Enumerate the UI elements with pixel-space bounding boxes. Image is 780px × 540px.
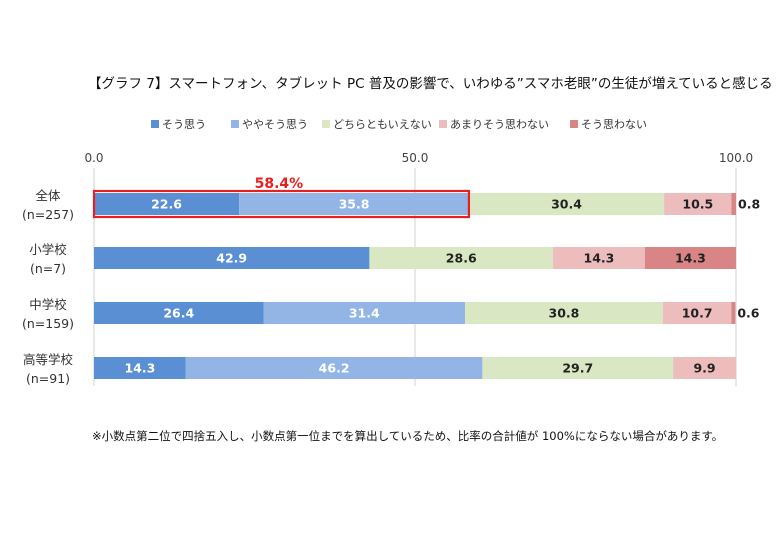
bar-value-label: 22.6 xyxy=(151,197,182,212)
category-labels: 全体 (n=257) 小学校 (n=7) 中学校 (n=159) 高等学校 (n=91) xyxy=(22,188,74,386)
bar-value-label: 0.6 xyxy=(737,306,759,321)
bar-value-label: 14.3 xyxy=(675,251,706,266)
bar-value-label: 10.7 xyxy=(682,306,713,321)
bar-value-label: 46.2 xyxy=(319,361,350,376)
x-tick-label: 0.0 xyxy=(84,151,103,165)
bars xyxy=(94,193,736,379)
x-tick-label: 50.0 xyxy=(402,151,429,165)
bar-value-label: 29.7 xyxy=(562,361,593,376)
bar-value-label: 28.6 xyxy=(446,251,477,266)
legend-swatch xyxy=(322,120,330,128)
bar-value-label: 14.3 xyxy=(124,361,155,376)
legend-swatch xyxy=(570,120,578,128)
bar-segment xyxy=(94,302,264,324)
category-n-label: (n=7) xyxy=(30,261,66,276)
bar-segment xyxy=(731,302,736,324)
category-n-label: (n=91) xyxy=(26,371,70,386)
category-label: 高等学校 xyxy=(23,352,74,367)
bar-segment xyxy=(94,357,186,379)
bar-segment xyxy=(185,357,483,379)
footnote: ※小数点第二位で四捨五入し、小数点第一位までを算出しているため、比率の合計値が … xyxy=(92,429,724,443)
bar-segment xyxy=(662,302,732,324)
bar-value-label: 31.4 xyxy=(349,306,380,321)
bar-segment xyxy=(239,193,469,215)
bar-segment xyxy=(664,193,732,215)
bar-segment xyxy=(465,302,663,324)
legend-label: ややそう思う xyxy=(242,118,308,131)
bar-value-label: 10.5 xyxy=(682,197,713,212)
legend-label: そう思わない xyxy=(581,118,647,131)
highlight-label: 58.4% xyxy=(255,176,304,192)
category-n-label: (n=159) xyxy=(22,316,74,331)
legend-swatch xyxy=(231,120,239,128)
bar-segment xyxy=(482,357,674,379)
bar-value-label: 14.3 xyxy=(584,251,615,266)
bar-segment xyxy=(263,302,466,324)
legend-swatch xyxy=(151,120,159,128)
bar-segment xyxy=(673,357,736,379)
bar-segment xyxy=(644,247,736,269)
category-label: 小学校 xyxy=(29,242,67,257)
highlight-box xyxy=(92,189,471,219)
bar-value-label: 0.8 xyxy=(738,197,760,212)
legend-label: そう思う xyxy=(162,118,206,131)
bar-segment xyxy=(731,193,736,215)
bar-value-label: 35.8 xyxy=(339,197,370,212)
legend-label: どちらともいえない xyxy=(333,118,432,131)
legend-swatch xyxy=(439,120,447,128)
highlight-annotation: 58.4% xyxy=(92,176,471,219)
bar-value-label: 9.9 xyxy=(693,361,715,376)
legend-label: あまりそう思わない xyxy=(450,118,549,131)
bar-segment xyxy=(468,193,665,215)
x-axis-ticks: 0.0 50.0 100.0 xyxy=(84,151,753,165)
category-label: 中学校 xyxy=(29,297,67,312)
bar-value-label: 26.4 xyxy=(163,306,194,321)
bar-segment xyxy=(369,247,554,269)
bar-labels: 22.6 35.8 30.4 10.5 0.8 42.9 28.6 14.3 14.3 26.4 3… xyxy=(124,197,760,376)
bar-value-label: 30.8 xyxy=(549,306,580,321)
category-n-label: (n=257) xyxy=(22,207,74,222)
bar-segment xyxy=(94,247,370,269)
bar-segment xyxy=(553,247,645,269)
x-tick-label: 100.0 xyxy=(719,151,753,165)
bar-value-label: 42.9 xyxy=(216,251,247,266)
chart-title: 【グラフ 7】スマートフォン、タブレット PC 普及の影響で、いわゆる”スマホ老… xyxy=(88,76,780,92)
bar-segment xyxy=(94,193,240,215)
bar-value-label: 30.4 xyxy=(551,197,582,212)
legend: そう思う ややそう思う どちらともいえない あまりそう思わない そう思わない xyxy=(151,118,647,131)
category-label: 全体 xyxy=(35,188,61,203)
